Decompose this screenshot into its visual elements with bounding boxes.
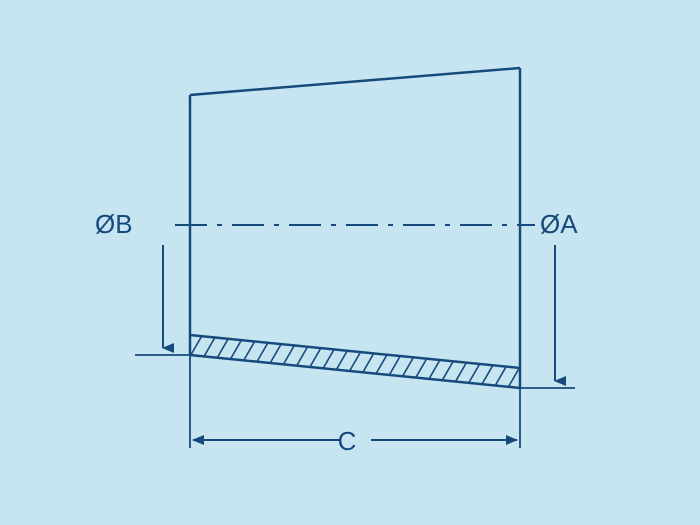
reducer-section-diagram: ØB ØA C — [0, 0, 700, 525]
label-diameter-B: ØB — [95, 209, 133, 239]
label-length-C: C — [338, 426, 357, 456]
hatch-section — [110, 325, 628, 398]
top-edge — [190, 68, 520, 95]
outer-bottom-edge — [190, 355, 520, 388]
label-diameter-A: ØA — [540, 209, 578, 239]
